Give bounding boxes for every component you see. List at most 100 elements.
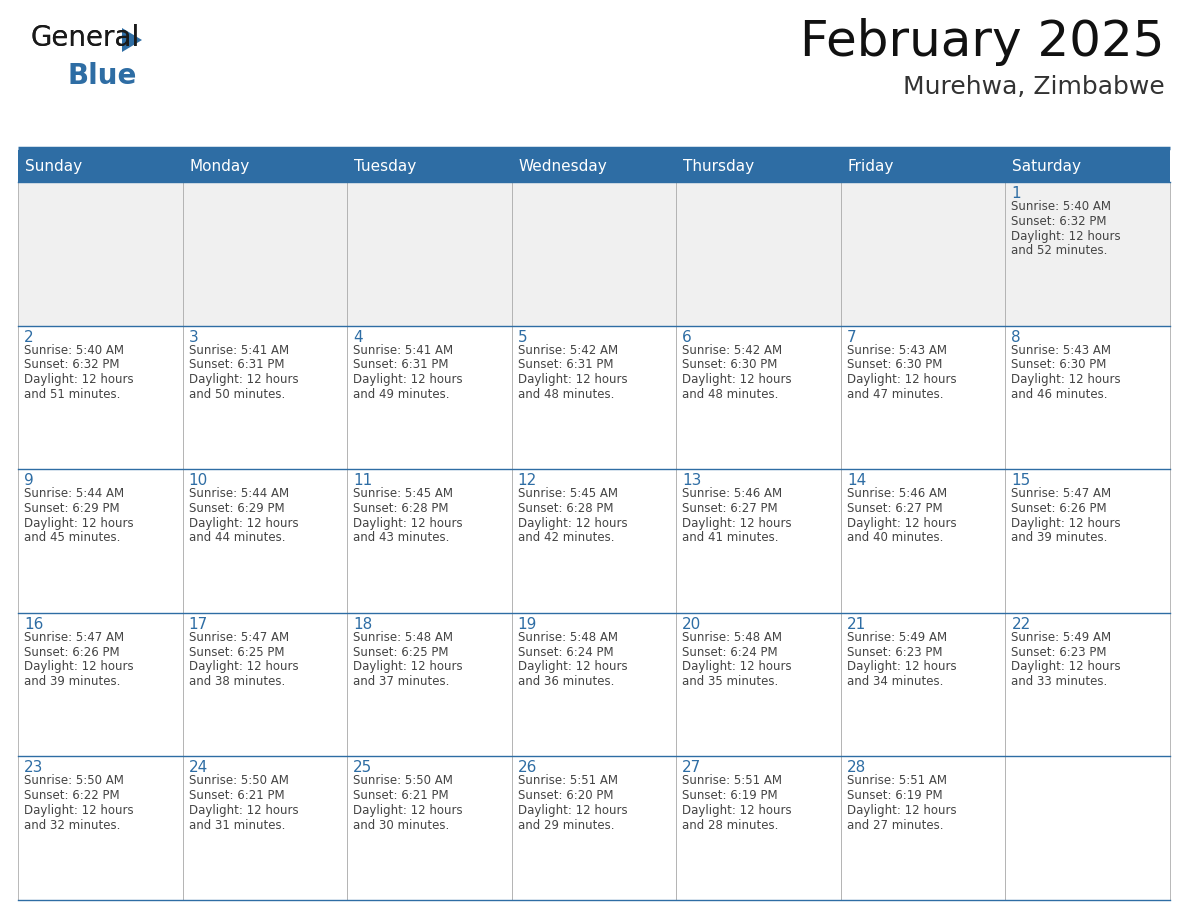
Bar — [347, 469, 512, 613]
Text: and 38 minutes.: and 38 minutes. — [189, 675, 285, 688]
Text: Sunrise: 5:42 AM: Sunrise: 5:42 AM — [518, 343, 618, 356]
Polygon shape — [122, 28, 143, 52]
Text: 25: 25 — [353, 760, 372, 776]
Text: Sunset: 6:30 PM: Sunset: 6:30 PM — [682, 358, 778, 372]
Text: Sunset: 6:25 PM: Sunset: 6:25 PM — [189, 645, 284, 658]
Bar — [512, 326, 676, 469]
Text: Murehwa, Zimbabwe: Murehwa, Zimbabwe — [903, 75, 1165, 99]
Text: and 33 minutes.: and 33 minutes. — [1011, 675, 1107, 688]
Bar — [347, 613, 512, 756]
Text: Daylight: 12 hours: Daylight: 12 hours — [682, 373, 792, 386]
Text: 23: 23 — [24, 760, 44, 776]
Bar — [512, 613, 676, 756]
Bar — [512, 182, 676, 326]
Text: and 30 minutes.: and 30 minutes. — [353, 819, 449, 832]
Text: and 27 minutes.: and 27 minutes. — [847, 819, 943, 832]
Text: Sunrise: 5:49 AM: Sunrise: 5:49 AM — [1011, 631, 1112, 644]
Bar — [1005, 469, 1170, 613]
Bar — [676, 756, 841, 900]
Text: and 31 minutes.: and 31 minutes. — [189, 819, 285, 832]
Bar — [676, 326, 841, 469]
Text: Sunrise: 5:48 AM: Sunrise: 5:48 AM — [682, 631, 782, 644]
Text: Daylight: 12 hours: Daylight: 12 hours — [353, 804, 463, 817]
Text: and 40 minutes.: and 40 minutes. — [847, 532, 943, 544]
Bar — [18, 756, 183, 900]
Text: Sunset: 6:29 PM: Sunset: 6:29 PM — [189, 502, 284, 515]
Text: Sunset: 6:24 PM: Sunset: 6:24 PM — [518, 645, 613, 658]
Text: Sunset: 6:22 PM: Sunset: 6:22 PM — [24, 789, 120, 802]
Text: Daylight: 12 hours: Daylight: 12 hours — [24, 373, 133, 386]
Bar — [1005, 326, 1170, 469]
Bar — [183, 756, 347, 900]
Text: Daylight: 12 hours: Daylight: 12 hours — [353, 373, 463, 386]
Text: Sunset: 6:29 PM: Sunset: 6:29 PM — [24, 502, 120, 515]
Text: General: General — [30, 24, 139, 52]
Text: Thursday: Thursday — [683, 159, 754, 174]
Text: Sunday: Sunday — [25, 159, 82, 174]
Text: Sunrise: 5:40 AM: Sunrise: 5:40 AM — [24, 343, 124, 356]
Text: Sunrise: 5:42 AM: Sunrise: 5:42 AM — [682, 343, 783, 356]
Text: 28: 28 — [847, 760, 866, 776]
Text: Sunrise: 5:47 AM: Sunrise: 5:47 AM — [24, 631, 124, 644]
Text: 9: 9 — [24, 473, 33, 488]
Text: 2: 2 — [24, 330, 33, 344]
Text: Sunset: 6:28 PM: Sunset: 6:28 PM — [353, 502, 449, 515]
Text: 3: 3 — [189, 330, 198, 344]
Text: and 29 minutes.: and 29 minutes. — [518, 819, 614, 832]
Text: 7: 7 — [847, 330, 857, 344]
Text: Daylight: 12 hours: Daylight: 12 hours — [24, 517, 133, 530]
Bar — [512, 469, 676, 613]
Text: Wednesday: Wednesday — [519, 159, 607, 174]
Text: February 2025: February 2025 — [801, 18, 1165, 66]
Text: 8: 8 — [1011, 330, 1020, 344]
Text: Sunset: 6:30 PM: Sunset: 6:30 PM — [847, 358, 942, 372]
Text: Sunset: 6:25 PM: Sunset: 6:25 PM — [353, 645, 449, 658]
Text: and 35 minutes.: and 35 minutes. — [682, 675, 778, 688]
Bar — [676, 469, 841, 613]
Text: Sunrise: 5:44 AM: Sunrise: 5:44 AM — [24, 487, 124, 500]
Text: and 34 minutes.: and 34 minutes. — [847, 675, 943, 688]
Text: 24: 24 — [189, 760, 208, 776]
Text: Daylight: 12 hours: Daylight: 12 hours — [24, 804, 133, 817]
Text: Daylight: 12 hours: Daylight: 12 hours — [682, 660, 792, 673]
Bar — [841, 326, 1005, 469]
Text: and 37 minutes.: and 37 minutes. — [353, 675, 449, 688]
Bar — [676, 613, 841, 756]
Text: Daylight: 12 hours: Daylight: 12 hours — [189, 373, 298, 386]
Text: Daylight: 12 hours: Daylight: 12 hours — [682, 804, 792, 817]
Text: Daylight: 12 hours: Daylight: 12 hours — [189, 517, 298, 530]
Text: Sunset: 6:21 PM: Sunset: 6:21 PM — [353, 789, 449, 802]
Text: Sunset: 6:28 PM: Sunset: 6:28 PM — [518, 502, 613, 515]
Text: 11: 11 — [353, 473, 372, 488]
Text: Sunrise: 5:40 AM: Sunrise: 5:40 AM — [1011, 200, 1112, 213]
Text: and 28 minutes.: and 28 minutes. — [682, 819, 778, 832]
Bar — [1005, 182, 1170, 326]
Text: Sunrise: 5:51 AM: Sunrise: 5:51 AM — [682, 775, 782, 788]
Text: Sunset: 6:26 PM: Sunset: 6:26 PM — [24, 645, 120, 658]
Text: Daylight: 12 hours: Daylight: 12 hours — [1011, 517, 1121, 530]
Text: and 36 minutes.: and 36 minutes. — [518, 675, 614, 688]
Bar — [183, 613, 347, 756]
Text: and 49 minutes.: and 49 minutes. — [353, 388, 449, 401]
Text: 12: 12 — [518, 473, 537, 488]
Text: and 42 minutes.: and 42 minutes. — [518, 532, 614, 544]
Text: Sunrise: 5:47 AM: Sunrise: 5:47 AM — [1011, 487, 1112, 500]
Text: Sunset: 6:31 PM: Sunset: 6:31 PM — [189, 358, 284, 372]
Text: Sunset: 6:27 PM: Sunset: 6:27 PM — [682, 502, 778, 515]
Text: Daylight: 12 hours: Daylight: 12 hours — [353, 660, 463, 673]
Text: Daylight: 12 hours: Daylight: 12 hours — [847, 804, 956, 817]
Text: Daylight: 12 hours: Daylight: 12 hours — [847, 517, 956, 530]
Text: Sunrise: 5:47 AM: Sunrise: 5:47 AM — [189, 631, 289, 644]
Bar — [347, 150, 512, 182]
Text: and 46 minutes.: and 46 minutes. — [1011, 388, 1108, 401]
Text: Blue: Blue — [68, 62, 138, 90]
Bar — [841, 469, 1005, 613]
Text: Sunrise: 5:49 AM: Sunrise: 5:49 AM — [847, 631, 947, 644]
Text: Daylight: 12 hours: Daylight: 12 hours — [518, 804, 627, 817]
Bar — [347, 756, 512, 900]
Text: Daylight: 12 hours: Daylight: 12 hours — [1011, 373, 1121, 386]
Text: Sunrise: 5:43 AM: Sunrise: 5:43 AM — [1011, 343, 1112, 356]
Text: and 48 minutes.: and 48 minutes. — [682, 388, 778, 401]
Text: Sunrise: 5:45 AM: Sunrise: 5:45 AM — [518, 487, 618, 500]
Text: Daylight: 12 hours: Daylight: 12 hours — [189, 804, 298, 817]
